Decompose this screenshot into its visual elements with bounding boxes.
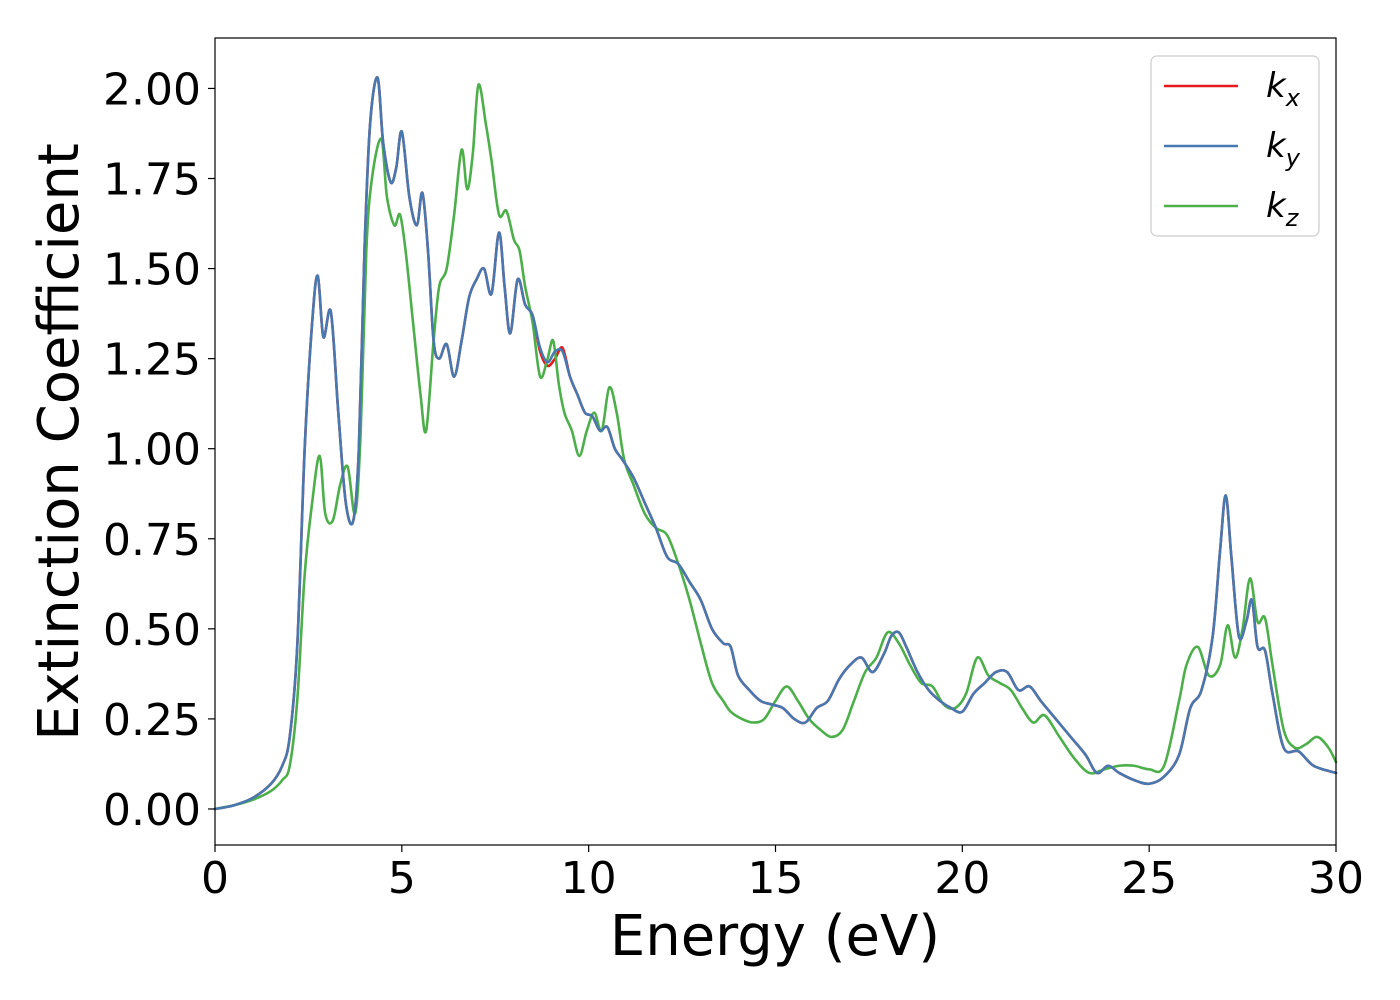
x-axis-label: Energy (eV)	[610, 904, 940, 969]
legend-label-subscript: z	[1285, 204, 1300, 232]
y-tick-label: 2.00	[103, 64, 201, 115]
y-tick-label: 1.50	[103, 245, 201, 296]
legend-label-subscript: x	[1285, 84, 1301, 112]
y-tick-label: 0.75	[103, 515, 201, 566]
x-tick-label: 0	[201, 853, 229, 904]
legend-label-ky: ky	[1266, 126, 1301, 172]
y-tick-label: 0.50	[103, 605, 201, 656]
legend-label-main: k	[1266, 126, 1287, 166]
x-tick-label: 5	[388, 853, 416, 904]
legend-label-kz: kz	[1266, 186, 1300, 232]
y-axis: 0.00 0.25 0.50 0.75 1.00 1.25 1.50 1.75 2.00	[103, 64, 215, 836]
y-axis-label: Extinction Coefficient	[27, 143, 92, 741]
x-tick-label: 25	[1121, 853, 1177, 904]
x-tick-label: 15	[748, 853, 804, 904]
x-tick-label: 20	[934, 853, 990, 904]
legend-label-subscript: y	[1285, 144, 1301, 172]
plot-area	[215, 38, 1336, 845]
y-tick-label: 0.25	[103, 695, 201, 746]
legend-label-kx: kx	[1266, 66, 1301, 112]
x-tick-label: 10	[561, 853, 617, 904]
legend-label-main: k	[1266, 186, 1287, 226]
series-line-kz	[213, 83, 1338, 811]
y-tick-label: 0.00	[103, 785, 201, 836]
y-tick-label: 1.25	[103, 335, 201, 386]
legend-label-main: k	[1266, 66, 1287, 106]
x-axis: 0 5 10 15 20 25 30	[201, 845, 1364, 904]
series-line-ky	[213, 76, 1338, 811]
y-tick-label: 1.75	[103, 155, 201, 206]
series-layer	[213, 76, 1338, 811]
y-tick-label: 1.00	[103, 425, 201, 476]
x-tick-label: 30	[1308, 853, 1364, 904]
